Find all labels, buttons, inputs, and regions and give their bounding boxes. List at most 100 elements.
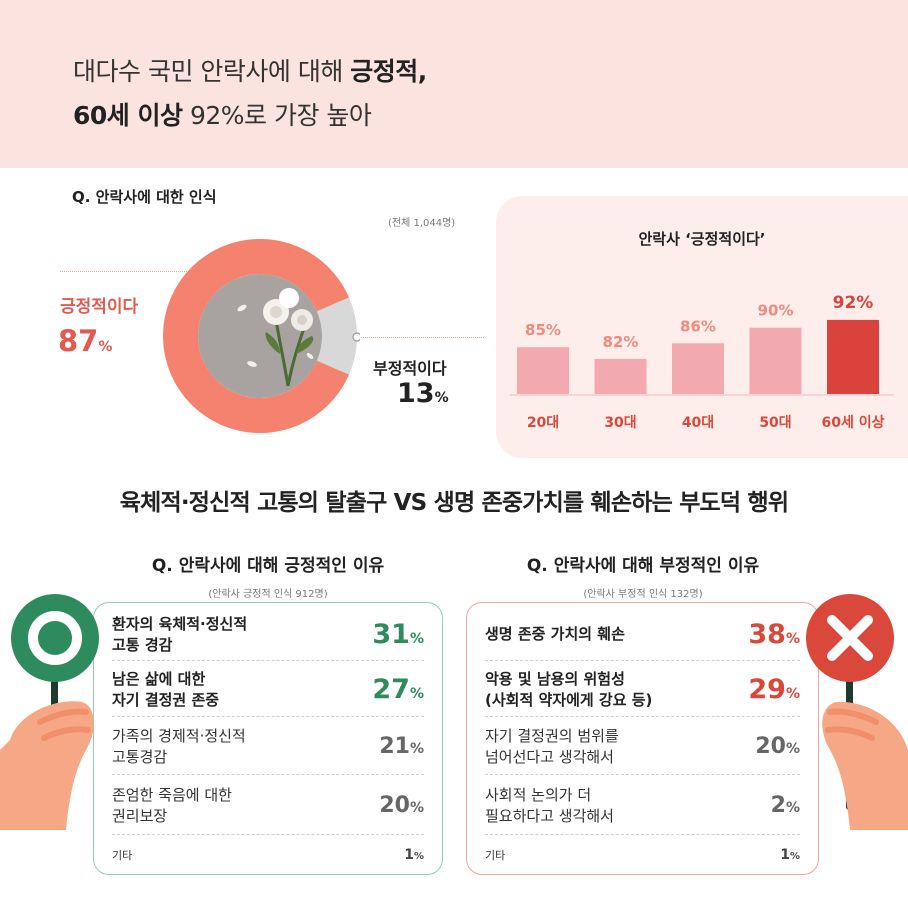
reason-value: 1 [780, 847, 790, 863]
reason-row: 환자의 육체적·정신적 고통 경감 31% [112, 609, 424, 661]
overall-note: (전체 1,044명) [388, 218, 456, 229]
reason-row: 악용 및 남용의 위험성 (사회적 약자에게 강요 등) 29% [485, 663, 800, 717]
reason-label: 기타 [112, 848, 133, 862]
positive-label: 긍정적이다 [60, 297, 139, 317]
positive-value: 87 [58, 324, 99, 358]
reason-row: 존엄한 죽음에 대한 권리보장 20% [112, 777, 424, 835]
reason-percent: 1% [404, 847, 424, 863]
reason-value: 21 [379, 734, 410, 759]
headline-emphasis: 긍정적, [350, 57, 427, 86]
headline-part: 92%로 가장 높아 [182, 101, 372, 130]
negative-label: 부정적이다 [373, 359, 447, 378]
reason-row: 가족의 경제적·정신적 고통경감 21% [112, 719, 424, 775]
bar-value-label-4: 92% [833, 293, 874, 313]
overall-question: Q. 안락사에 대한 인식 [72, 188, 217, 206]
bar-chart-title: 안락사 ‘긍정적이다’ [638, 230, 766, 248]
percent-sign: % [409, 631, 424, 647]
donut-slice-positive [163, 238, 350, 433]
flower-icon [237, 288, 314, 387]
reason-percent: 2% [771, 793, 800, 818]
donut-chart [163, 238, 360, 433]
reason-value: 31 [372, 619, 410, 650]
bar-value-label-0: 85% [525, 321, 561, 339]
header-band [0, 0, 908, 168]
positive-reasons-box: 환자의 육체적·정신적 고통 경감 31% 남은 삶에 대한 자기 결정권 존중 27… [93, 602, 443, 875]
marker-dot [352, 332, 360, 342]
reason-value: 38 [748, 619, 786, 650]
percent-sign: % [98, 339, 113, 355]
reason-label: 사회적 논의가 더 필요하다고 생각해서 [485, 785, 614, 825]
reason-value: 1 [404, 847, 414, 863]
headline-part: 대다수 국민 안락사에 대해 [73, 57, 351, 86]
reason-row: 자기 결정권의 범위를 넘어선다고 생각해서 20% [485, 719, 800, 775]
percent-sign: % [409, 800, 424, 816]
reason-value: 20 [755, 734, 786, 759]
percent-sign: % [785, 686, 800, 702]
bar-category-label-3: 50대 [759, 415, 791, 431]
x-sign-icon [806, 594, 908, 830]
bar-0 [517, 347, 569, 394]
headline: 대다수 국민 안락사에 대해 긍정적, 60세 이상 92%로 가장 높아 [73, 50, 427, 138]
reason-row: 남은 삶에 대한 자기 결정권 존중 27% [112, 663, 424, 717]
reason-label: 존엄한 죽음에 대한 권리보장 [112, 785, 232, 825]
reason-value: 2 [770, 793, 786, 818]
bar-value-label-3: 90% [758, 302, 794, 320]
bar-category-label-0: 20대 [527, 415, 559, 431]
donut-center [198, 274, 322, 398]
bar-1 [594, 358, 647, 394]
reason-label: 생명 존중 가치의 훼손 [485, 625, 625, 643]
pointer-line-negative [356, 337, 484, 338]
reason-label: 기타 [485, 848, 506, 862]
percent-sign: % [785, 800, 800, 816]
donut-slice-negative [316, 297, 357, 375]
reason-label: 남은 삶에 대한 자기 결정권 존중 [112, 669, 220, 709]
section-title: 육체적·정신적 고통의 탈출구 VS 생명 존중가치를 훼손하는 부도덕 행위 [119, 490, 789, 516]
percent-sign: % [409, 686, 424, 702]
bar-category-label-2: 40대 [682, 415, 714, 431]
percent-sign: % [785, 631, 800, 647]
age-bar-chart: 85% 20대 82% 30대 86% 40대 90% 50대 92% 60세 이상 [510, 293, 894, 431]
bar-4 [827, 319, 879, 394]
negative-reasons-question: Q. 안락사에 대해 부정적인 이유 [526, 556, 760, 576]
bar-2 [672, 343, 724, 394]
percent-sign: % [409, 741, 424, 757]
negative-reasons-box: 생명 존중 가치의 훼손 38% 악용 및 남용의 위험성 (사회적 약자에게 강요… [466, 602, 819, 875]
positive-reasons-note: (안락사 긍정적 인식 912명) [208, 589, 328, 600]
positive-reasons-question: Q. 안락사에 대해 긍정적인 이유 [151, 556, 385, 576]
percent-sign: % [434, 390, 449, 406]
reason-row: 기타 1% [112, 837, 424, 873]
bar-category-label-4: 60세 이상 [822, 414, 885, 431]
negative-reasons-note: (안락사 부정적 인식 132명) [583, 589, 703, 600]
reason-label: 가족의 경제적·정신적 고통경감 [112, 726, 246, 766]
circle-sign-icon [0, 594, 99, 830]
bar-category-label-1: 30대 [604, 415, 636, 431]
reason-label: 환자의 육체적·정신적 고통 경감 [112, 614, 248, 654]
reason-percent: 20% [379, 793, 424, 818]
negative-percent: 13% [397, 378, 449, 409]
reason-value: 27 [372, 674, 410, 705]
reason-percent: 20% [755, 734, 800, 759]
percent-sign: % [789, 851, 800, 862]
reason-row: 사회적 논의가 더 필요하다고 생각해서 2% [485, 777, 800, 835]
reason-value: 29 [748, 674, 786, 705]
negative-value: 13 [397, 378, 435, 409]
reason-label: 악용 및 남용의 위험성 (사회적 약자에게 강요 등) [485, 669, 653, 709]
percent-sign: % [785, 741, 800, 757]
reason-percent: 27% [372, 674, 424, 705]
reason-value: 20 [379, 793, 410, 818]
reason-percent: 1% [780, 847, 800, 863]
reason-row: 기타 1% [485, 837, 800, 873]
bar-3 [749, 327, 802, 394]
positive-percent: 87% [58, 324, 112, 358]
reason-row: 생명 존중 가치의 훼손 38% [485, 609, 800, 661]
reason-percent: 31% [372, 619, 424, 650]
reason-label: 자기 결정권의 범위를 넘어선다고 생각해서 [485, 726, 619, 766]
percent-sign: % [413, 851, 424, 862]
bar-value-label-2: 86% [680, 317, 716, 335]
reason-percent: 38% [748, 619, 800, 650]
pointer-line-positive [60, 271, 195, 272]
reason-percent: 29% [748, 674, 800, 705]
bar-value-label-1: 82% [603, 333, 639, 351]
headline-emphasis: 60세 이상 [73, 101, 183, 130]
reason-percent: 21% [379, 734, 424, 759]
